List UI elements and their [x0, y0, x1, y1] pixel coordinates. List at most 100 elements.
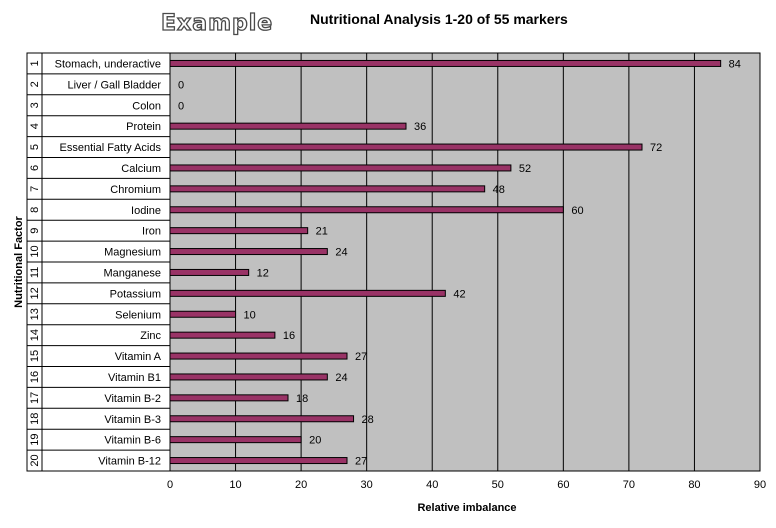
category-label: Manganese [104, 267, 162, 279]
data-labels: 84 0 0 36 72 52 48 60 21 24 12 42 10 16 27 24 18 28 20 27 [178, 58, 741, 467]
category-label: Liver / Gall Bladder [67, 79, 161, 91]
category-label: Chromium [110, 184, 161, 196]
data-label: 27 [355, 351, 367, 363]
data-label: 52 [519, 163, 531, 175]
row-number: 4 [29, 123, 41, 129]
bar [169, 436, 302, 444]
row-number: 11 [29, 267, 41, 278]
row-number: 12 [29, 287, 41, 299]
bar [169, 185, 486, 193]
data-label: 27 [355, 456, 367, 468]
x-tick-label: 80 [688, 479, 700, 491]
row-number: 1 [29, 60, 41, 66]
bar [169, 59, 722, 67]
x-tick-label: 70 [623, 479, 635, 491]
chart-title: Nutritional Analysis 1-20 of 55 markers [310, 11, 568, 27]
category-label: Essential Fatty Acids [60, 142, 162, 154]
bar [169, 373, 328, 381]
row-number: 8 [29, 207, 41, 213]
data-label: 10 [244, 309, 256, 321]
bar [169, 289, 446, 297]
data-label: 20 [309, 435, 321, 447]
row-number: 20 [29, 454, 41, 466]
category-label: Colon [132, 100, 161, 112]
data-label: 16 [283, 330, 295, 342]
row-number: 2 [29, 81, 41, 87]
bar [169, 457, 348, 465]
row-number: 14 [29, 329, 41, 341]
data-label: 12 [257, 267, 269, 279]
x-tick-label: 10 [229, 479, 241, 491]
category-label: Vitamin B-2 [104, 393, 161, 405]
bar [169, 331, 276, 339]
data-label: 72 [650, 142, 662, 154]
category-label: Vitamin A [115, 351, 162, 363]
category-label: Iodine [131, 205, 161, 217]
bar [169, 268, 250, 276]
x-tick-label: 60 [557, 479, 569, 491]
category-label: Vitamin B-12 [98, 456, 161, 468]
bar [169, 122, 407, 130]
row-dividers [27, 73, 170, 451]
data-label: 0 [178, 100, 184, 112]
row-number: 19 [29, 434, 41, 446]
bar [169, 310, 237, 318]
x-tick-label: 0 [167, 479, 173, 491]
bar [169, 352, 348, 360]
bar [169, 227, 309, 235]
category-label: Vitamin B-6 [104, 435, 161, 447]
category-label: Protein [126, 121, 161, 133]
data-label: 84 [729, 58, 741, 70]
bar [169, 143, 643, 151]
bar [169, 206, 564, 214]
data-label: 21 [316, 226, 328, 238]
category-label: Potassium [110, 288, 161, 300]
bar [169, 248, 328, 256]
category-labels: Stomach, underactive Liver / Gall Bladder… [55, 58, 162, 467]
data-label: 0 [178, 79, 184, 91]
watermark-logo: Example [161, 11, 273, 36]
category-label: Vitamin B-3 [104, 414, 161, 426]
x-tick-label: 90 [754, 479, 766, 491]
category-label: Iron [142, 226, 161, 238]
data-label: 24 [335, 247, 347, 259]
row-number: 18 [29, 413, 41, 425]
category-label: Vitamin B1 [108, 372, 161, 384]
x-axis-title: Relative imbalance [417, 502, 516, 514]
bar [169, 164, 512, 172]
bar [169, 415, 355, 423]
row-number: 10 [29, 245, 41, 257]
bars [169, 59, 722, 465]
row-number: 7 [29, 186, 41, 192]
data-label: 48 [493, 184, 505, 196]
data-label: 28 [362, 414, 374, 426]
row-number: 17 [29, 392, 41, 404]
row-number: 13 [29, 308, 41, 320]
row-number: 3 [29, 102, 41, 108]
row-number: 16 [29, 371, 41, 383]
category-label: Zinc [140, 330, 161, 342]
category-label: Magnesium [104, 247, 161, 259]
x-tick-label: 20 [295, 479, 307, 491]
data-label: 36 [414, 121, 426, 133]
row-number: 15 [29, 350, 41, 362]
y-axis-title: Nutritional Factor [13, 215, 25, 307]
x-tick-label: 40 [426, 479, 438, 491]
row-number: 5 [29, 144, 41, 150]
category-label: Stomach, underactive [55, 58, 161, 70]
data-label: 42 [453, 288, 465, 300]
data-label: 18 [296, 393, 308, 405]
row-number: 9 [29, 228, 41, 234]
x-tick-label: 50 [492, 479, 504, 491]
plot-area [169, 52, 761, 472]
category-label: Calcium [121, 163, 161, 175]
bar [169, 394, 289, 402]
data-label: 60 [571, 205, 583, 217]
x-axis-ticks: 0 10 20 30 40 50 60 70 80 90 [167, 479, 766, 491]
x-tick-label: 30 [361, 479, 373, 491]
data-label: 24 [335, 372, 347, 384]
category-label: Selenium [115, 309, 161, 321]
row-number: 6 [29, 165, 41, 171]
